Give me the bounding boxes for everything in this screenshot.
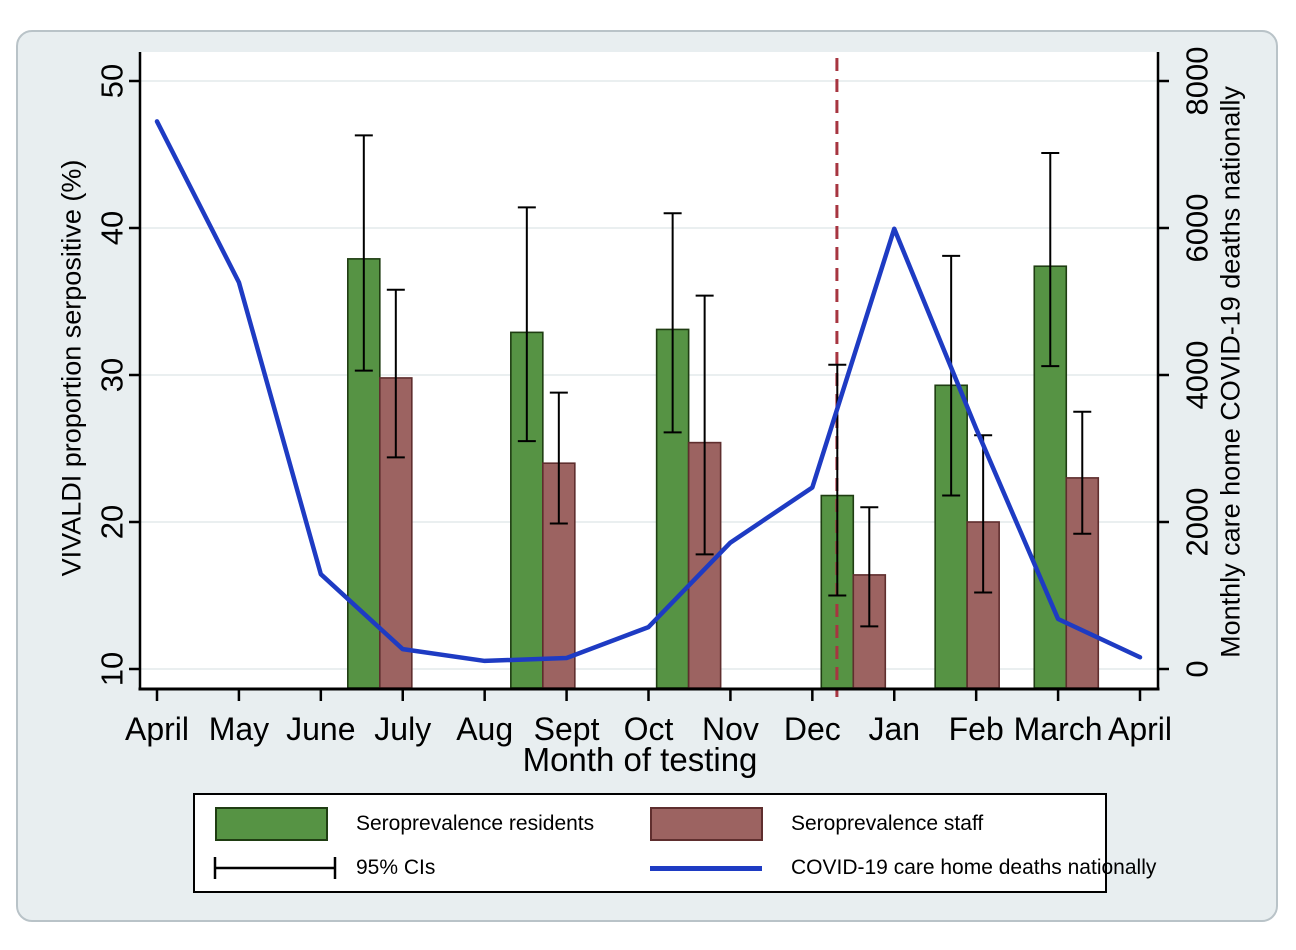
x-axis-tick-label: Sept [534,711,600,747]
x-axis-title: Month of testing [522,741,758,778]
left-axis-title: VIVALDI proportion serpositive (%) [56,159,87,577]
legend-item-cis: 95% CIs [211,851,435,885]
left-axis-tick-label: 30 [95,358,130,392]
x-axis-tick-label: May [209,711,269,747]
right-axis-tick-label: 4000 [1180,341,1215,410]
legend-line-icon [650,865,762,871]
x-axis-tick-label: March [1014,711,1103,747]
left-axis-tick-label: 40 [95,211,130,245]
error-bar-icon [213,857,337,879]
left-axis-tick-label: 20 [95,505,130,539]
legend-label-deaths-line: COVID-19 care home deaths nationally [791,856,1157,879]
x-axis-tick-label: Feb [949,711,1004,747]
x-axis-tick-label: April [1108,711,1172,747]
legend-item-deaths-line: COVID-19 care home deaths nationally [650,851,1156,885]
deaths-line [154,119,1143,664]
legend-swatch-staff [650,807,763,841]
plot-area [140,52,1158,689]
x-axis-tick-label: Nov [702,711,759,747]
x-axis-tick-label: Aug [456,711,513,747]
x-axis-tick-label: Oct [624,711,674,747]
legend-label-staff: Seroprevalence staff [791,812,984,835]
right-axis-title: Monthly care home COVID-19 deaths nation… [1215,86,1246,658]
right-axis-tick-label: 2000 [1180,488,1215,557]
right-axis-tick-label: 6000 [1180,194,1215,263]
x-axis-tick-label: July [374,711,431,747]
left-axis-tick-label: 50 [95,64,130,98]
left-axis-tick-label: 10 [95,652,130,686]
legend-swatch-residents [215,807,328,841]
right-axis-tick-label: 0 [1180,660,1215,677]
right-axis-tick-label: 8000 [1180,47,1215,116]
legend-item-staff: Seroprevalence staff [650,805,983,843]
legend-label-residents: Seroprevalence residents [356,812,595,835]
legend-label-cis: 95% CIs [356,856,436,879]
x-axis-tick-label: Dec [784,711,841,747]
legend-item-residents: Seroprevalence residents [215,805,594,843]
x-axis-tick-label: Jan [868,711,920,747]
chart-legend: Seroprevalence residents Seroprevalence … [193,793,1156,893]
x-axis-tick-label: April [125,711,189,747]
x-axis-tick-label: June [286,711,355,747]
